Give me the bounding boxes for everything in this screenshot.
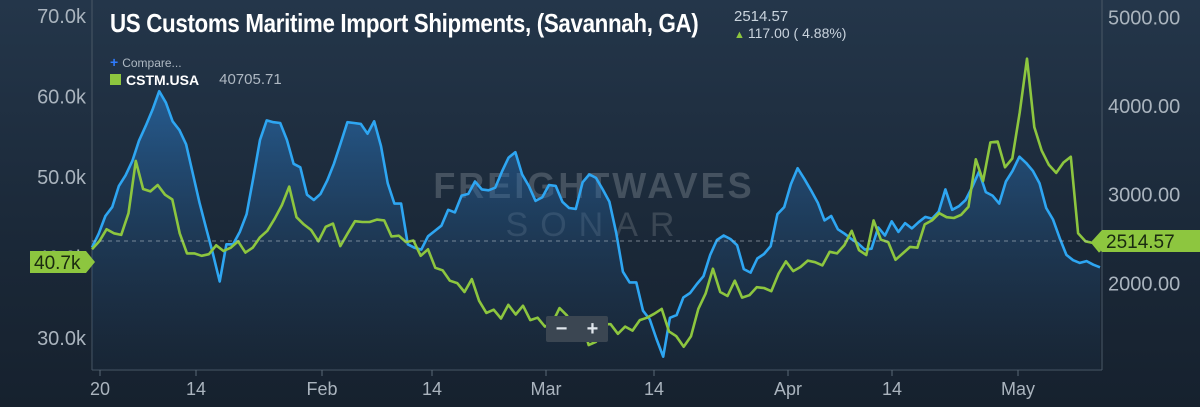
zoom-out-button[interactable]: −	[555, 318, 568, 340]
y-left-tick-label: 30.0k	[37, 328, 87, 350]
series-legend[interactable]: CSTM.USA 40705.71	[110, 71, 282, 88]
x-tick-label: May	[1001, 379, 1035, 399]
x-tick-label: Mar	[531, 379, 562, 399]
x-tick-label: 20	[90, 379, 110, 399]
x-tick-label: 14	[644, 379, 664, 399]
zoom-in-button[interactable]: +	[586, 318, 599, 340]
y-right-tick-label: 3000.00	[1108, 185, 1180, 207]
y-right-tick-label: 4000.00	[1108, 96, 1180, 118]
y-right-tick-label: 5000.00	[1108, 8, 1180, 30]
right-marker-label: 2514.57	[1106, 232, 1175, 253]
series-value: 40705.71	[219, 71, 282, 88]
zoom-controls: − +	[546, 316, 608, 342]
x-tick-label: 14	[422, 379, 442, 399]
right-value-marker: 2514.57	[1092, 230, 1200, 253]
y-right-tick-label: 2000.00	[1108, 273, 1180, 295]
y-left-tick-label: 60.0k	[37, 87, 87, 109]
x-tick-label: Feb	[306, 379, 337, 399]
series-code: CSTM.USA	[126, 71, 200, 88]
right-marker-shape	[1092, 230, 1200, 252]
compare-button[interactable]: + Compare...	[110, 54, 182, 70]
current-value: 2514.57	[734, 8, 789, 25]
compare-label: Compare...	[122, 56, 182, 70]
up-arrow-icon: ▲	[734, 29, 745, 41]
blue-series-area	[92, 91, 1100, 370]
chart-title-block: US Customs Maritime Import Shipments, (S…	[110, 8, 794, 39]
value-change: ▲ 117.00 ( 4.88%)	[734, 25, 846, 41]
plus-icon: +	[110, 54, 119, 70]
left-value-marker: 40.7k	[30, 251, 95, 274]
left-marker-label: 40.7k	[34, 253, 81, 274]
value-change-text: 117.00 ( 4.88%)	[747, 25, 847, 41]
y-left-tick-label: 50.0k	[37, 167, 87, 189]
y-left-tick-label: 70.0k	[37, 6, 87, 28]
x-tick-label: Apr	[774, 379, 802, 399]
left-marker-shape	[30, 251, 95, 273]
chart-title: US Customs Maritime Import Shipments, (S…	[110, 8, 699, 38]
x-tick-label: 14	[882, 379, 902, 399]
x-tick-label: 14	[186, 379, 206, 399]
series-color-swatch	[110, 74, 121, 85]
